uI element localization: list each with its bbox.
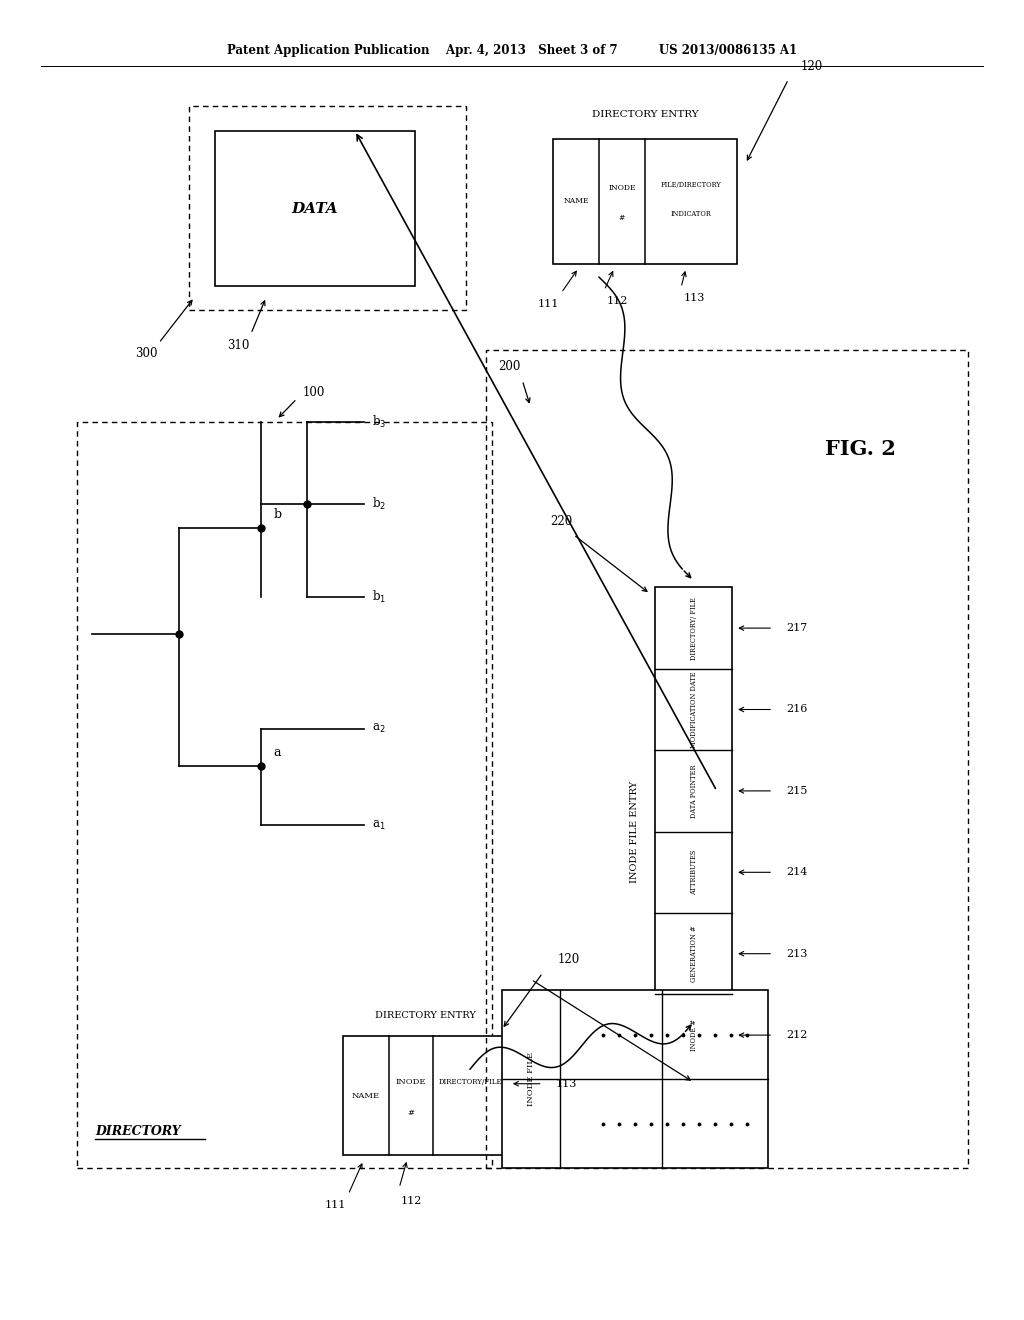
Text: 112: 112 — [607, 296, 628, 306]
Bar — [77, 422, 492, 1168]
Text: NAME: NAME — [352, 1092, 380, 1100]
Text: a$_1$: a$_1$ — [372, 818, 385, 832]
Text: a: a — [273, 746, 281, 759]
Text: 212: 212 — [786, 1030, 808, 1040]
Text: 220: 220 — [550, 515, 572, 528]
Text: INODE FILE ENTRY: INODE FILE ENTRY — [631, 780, 639, 883]
Bar — [553, 139, 737, 264]
Text: 214: 214 — [786, 867, 808, 878]
Text: DATA POINTER: DATA POINTER — [690, 764, 697, 817]
Text: 112: 112 — [400, 1196, 422, 1206]
Text: INODE: INODE — [608, 183, 636, 193]
Text: DIRECTORY/ FILE: DIRECTORY/ FILE — [690, 597, 697, 660]
Bar — [502, 990, 768, 1168]
Text: NAME: NAME — [563, 197, 589, 206]
Text: #: # — [408, 1109, 415, 1117]
Text: 216: 216 — [786, 705, 808, 714]
Text: DIRECTORY/FILE: DIRECTORY/FILE — [438, 1078, 502, 1086]
Text: b$_1$: b$_1$ — [372, 589, 386, 605]
Text: INODE #: INODE # — [690, 1019, 697, 1051]
Text: INODE: INODE — [396, 1078, 426, 1086]
Text: b: b — [273, 508, 282, 521]
Text: INODE FILE: INODE FILE — [527, 1052, 536, 1106]
Text: DIRECTORY ENTRY: DIRECTORY ENTRY — [592, 110, 698, 119]
Text: 113: 113 — [684, 293, 705, 304]
Text: GENERATION #: GENERATION # — [690, 925, 697, 982]
Bar — [189, 106, 466, 310]
Text: 113: 113 — [556, 1078, 578, 1089]
Text: DIRECTORY ENTRY: DIRECTORY ENTRY — [375, 1011, 475, 1020]
Text: ATTRIBUTES: ATTRIBUTES — [690, 850, 697, 895]
Text: b$_3$: b$_3$ — [372, 414, 386, 430]
Text: MODIFICATION DATE: MODIFICATION DATE — [690, 671, 697, 748]
Text: 310: 310 — [227, 339, 250, 352]
Bar — [655, 587, 732, 1076]
Text: b$_2$: b$_2$ — [372, 496, 386, 512]
Text: 111: 111 — [538, 298, 558, 309]
Text: Patent Application Publication    Apr. 4, 2013   Sheet 3 of 7          US 2013/0: Patent Application Publication Apr. 4, 2… — [227, 44, 797, 57]
Text: FIG. 2: FIG. 2 — [824, 438, 896, 459]
Text: INDICATOR: INDICATOR — [671, 210, 712, 219]
Text: FILE/DIRECTORY: FILE/DIRECTORY — [660, 181, 722, 190]
Text: 111: 111 — [325, 1200, 345, 1210]
Text: 200: 200 — [498, 360, 520, 374]
Bar — [343, 1036, 507, 1155]
Text: 100: 100 — [302, 385, 325, 399]
Text: 300: 300 — [135, 347, 158, 360]
Text: 120: 120 — [558, 953, 581, 966]
Text: 120: 120 — [801, 59, 823, 73]
Text: 215: 215 — [786, 785, 808, 796]
Text: DIRECTORY: DIRECTORY — [95, 1125, 181, 1138]
Bar — [215, 131, 415, 286]
Text: #: # — [618, 214, 626, 223]
Text: 213: 213 — [786, 949, 808, 958]
Text: a$_2$: a$_2$ — [372, 722, 385, 735]
Bar — [486, 350, 968, 1168]
Text: 217: 217 — [786, 623, 808, 634]
Text: DATA: DATA — [292, 202, 338, 215]
